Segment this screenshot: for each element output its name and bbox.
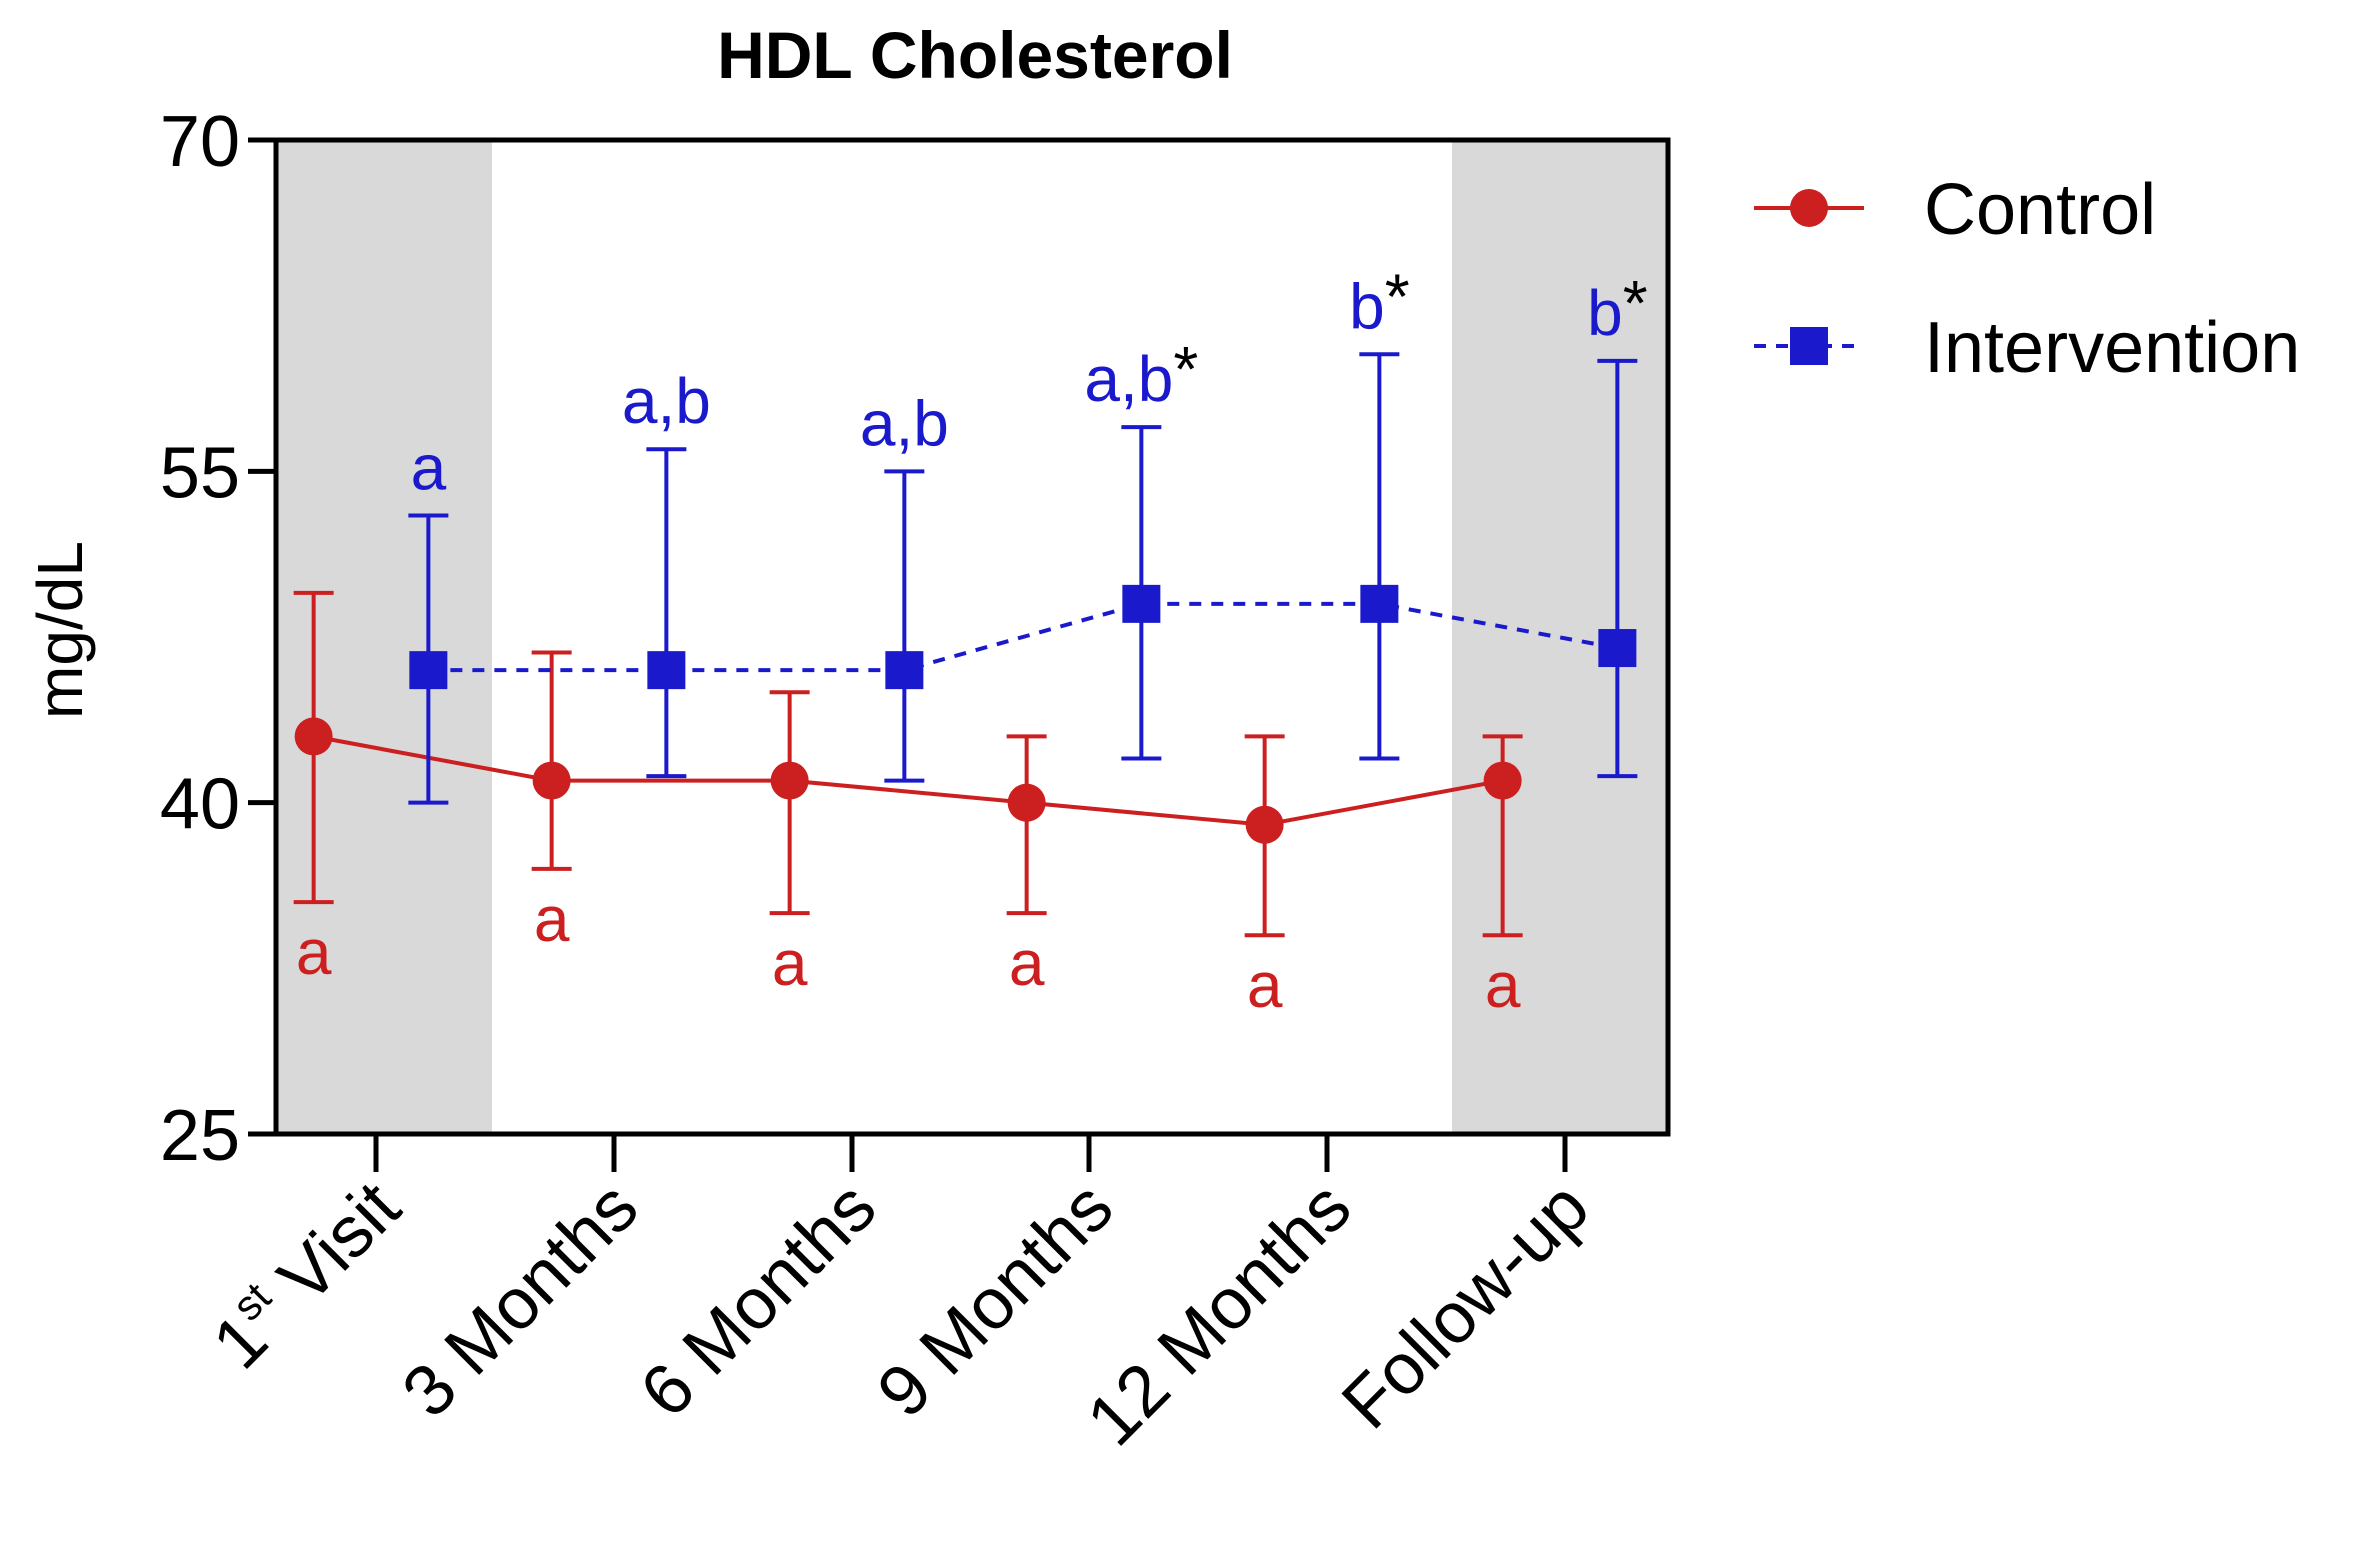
x-tick-label: 1st Visit [195,1164,415,1384]
legend: Control Intervention [1754,170,2300,388]
y-tick-label: 70 [160,102,240,182]
y-tick-label: 40 [160,765,240,845]
y-tick-label: 55 [160,433,240,513]
legend-item-control: Control [1754,170,2156,250]
sig-label-control: a [296,916,332,988]
x-tick-label-group: 3 Months [387,1167,653,1433]
sig-label-intervention: a,b [622,365,711,437]
x-tick-label-group: 1st Visit [195,1164,415,1384]
x-tick-label: 3 Months [387,1167,653,1433]
series-intervention [408,352,1638,805]
data-point [647,651,686,690]
sig-label-intervention: a [411,432,447,504]
data-point [1245,805,1284,844]
chart-title: HDL Cholesterol [717,18,1233,92]
significance-labels: a a a a a a a a,b a,b a,b* b* b* [296,260,1648,1021]
y-axis-label: mg/dL [24,541,96,719]
sig-label-intervention: b* [1587,267,1648,349]
data-point [1360,584,1399,623]
sig-label-intervention: a,b [860,387,949,459]
y-tick-label: 25 [160,1096,240,1176]
legend-marker [1790,189,1828,227]
data-point [1483,761,1522,800]
plot-frame [273,137,1671,1137]
data-point [1007,783,1046,822]
legend-label: Intervention [1924,308,2300,388]
legend-label: Control [1924,170,2156,250]
x-tick-label-group: 6 Months [625,1167,891,1433]
sig-label-control: a [1009,927,1045,999]
sig-label-control: a [772,927,808,999]
data-point [1122,584,1161,623]
legend-item-intervention: Intervention [1754,308,2300,388]
x-tick-label-group: 12 Months [1072,1167,1366,1461]
x-tick-label: 6 Months [625,1167,891,1433]
x-tick-label: 12 Months [1072,1167,1366,1461]
x-tick-label-group: Follow-up [1327,1167,1604,1444]
data-point [885,651,924,690]
data-point [294,717,333,756]
sig-label-intervention: b* [1349,260,1410,342]
data-point [1598,629,1637,668]
x-tick-label: Follow-up [1327,1167,1604,1444]
series-line-control [313,734,1504,827]
shaded-regions [276,140,1668,1134]
series-line-intervention [428,601,1618,673]
series-control [293,590,1523,938]
data-point [532,761,571,800]
legend-marker [1790,327,1828,365]
sig-label-control: a [1247,949,1283,1021]
series-layer [293,352,1638,938]
sig-label-intervention: a,b* [1084,333,1198,415]
sig-label-control: a [1485,949,1521,1021]
sig-label-control: a [534,883,570,955]
data-point [770,761,809,800]
data-point [409,651,448,690]
